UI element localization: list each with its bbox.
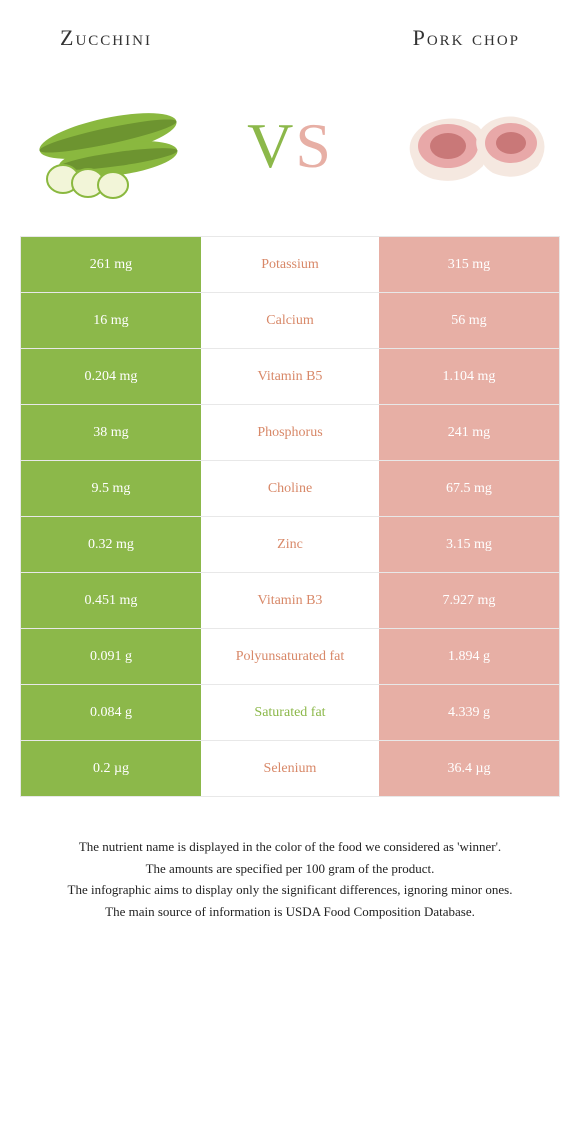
footer-notes: The nutrient name is displayed in the co… — [0, 797, 580, 921]
nutrient-name-cell: Polyunsaturated fat — [201, 629, 379, 684]
right-value-cell: 4.339 g — [379, 685, 559, 740]
table-row: 0.2 µgSelenium36.4 µg — [20, 741, 560, 797]
left-value-cell: 0.451 mg — [21, 573, 201, 628]
vs-v-letter: V — [247, 109, 295, 183]
right-value-cell: 67.5 mg — [379, 461, 559, 516]
right-value-cell: 7.927 mg — [379, 573, 559, 628]
vs-row: VS — [0, 61, 580, 236]
left-value-cell: 0.084 g — [21, 685, 201, 740]
table-row: 0.451 mgVitamin B37.927 mg — [20, 573, 560, 629]
nutrient-name-cell: Zinc — [201, 517, 379, 572]
left-value-cell: 16 mg — [21, 293, 201, 348]
nutrient-name-cell: Phosphorus — [201, 405, 379, 460]
footer-line: The infographic aims to display only the… — [30, 880, 550, 900]
table-row: 0.084 gSaturated fat4.339 g — [20, 685, 560, 741]
table-row: 16 mgCalcium56 mg — [20, 293, 560, 349]
left-value-cell: 0.32 mg — [21, 517, 201, 572]
left-value-cell: 0.204 mg — [21, 349, 201, 404]
right-food-title: Pork chop — [413, 25, 520, 51]
right-value-cell: 315 mg — [379, 237, 559, 292]
footer-line: The amounts are specified per 100 gram o… — [30, 859, 550, 879]
pork-image — [375, 81, 570, 211]
footer-line: The nutrient name is displayed in the co… — [30, 837, 550, 857]
nutrient-name-cell: Calcium — [201, 293, 379, 348]
right-value-cell: 3.15 mg — [379, 517, 559, 572]
nutrient-name-cell: Vitamin B5 — [201, 349, 379, 404]
nutrient-name-cell: Potassium — [201, 237, 379, 292]
right-value-cell: 241 mg — [379, 405, 559, 460]
nutrient-name-cell: Saturated fat — [201, 685, 379, 740]
right-value-cell: 56 mg — [379, 293, 559, 348]
table-row: 0.204 mgVitamin B51.104 mg — [20, 349, 560, 405]
left-value-cell: 0.091 g — [21, 629, 201, 684]
vs-s-letter: S — [295, 109, 333, 183]
vs-label: VS — [247, 109, 333, 183]
right-value-cell: 36.4 µg — [379, 741, 559, 796]
nutrient-name-cell: Selenium — [201, 741, 379, 796]
left-value-cell: 0.2 µg — [21, 741, 201, 796]
table-row: 0.32 mgZinc3.15 mg — [20, 517, 560, 573]
table-row: 9.5 mgCholine67.5 mg — [20, 461, 560, 517]
zucchini-image — [10, 81, 205, 211]
header: Zucchini Pork chop — [0, 0, 580, 61]
nutrient-name-cell: Choline — [201, 461, 379, 516]
left-food-title: Zucchini — [60, 25, 152, 51]
footer-line: The main source of information is USDA F… — [30, 902, 550, 922]
table-row: 0.091 gPolyunsaturated fat1.894 g — [20, 629, 560, 685]
right-value-cell: 1.894 g — [379, 629, 559, 684]
left-value-cell: 9.5 mg — [21, 461, 201, 516]
right-value-cell: 1.104 mg — [379, 349, 559, 404]
left-value-cell: 261 mg — [21, 237, 201, 292]
left-value-cell: 38 mg — [21, 405, 201, 460]
nutrient-name-cell: Vitamin B3 — [201, 573, 379, 628]
nutrient-table: 261 mgPotassium315 mg16 mgCalcium56 mg0.… — [20, 236, 560, 797]
table-row: 38 mgPhosphorus241 mg — [20, 405, 560, 461]
table-row: 261 mgPotassium315 mg — [20, 237, 560, 293]
